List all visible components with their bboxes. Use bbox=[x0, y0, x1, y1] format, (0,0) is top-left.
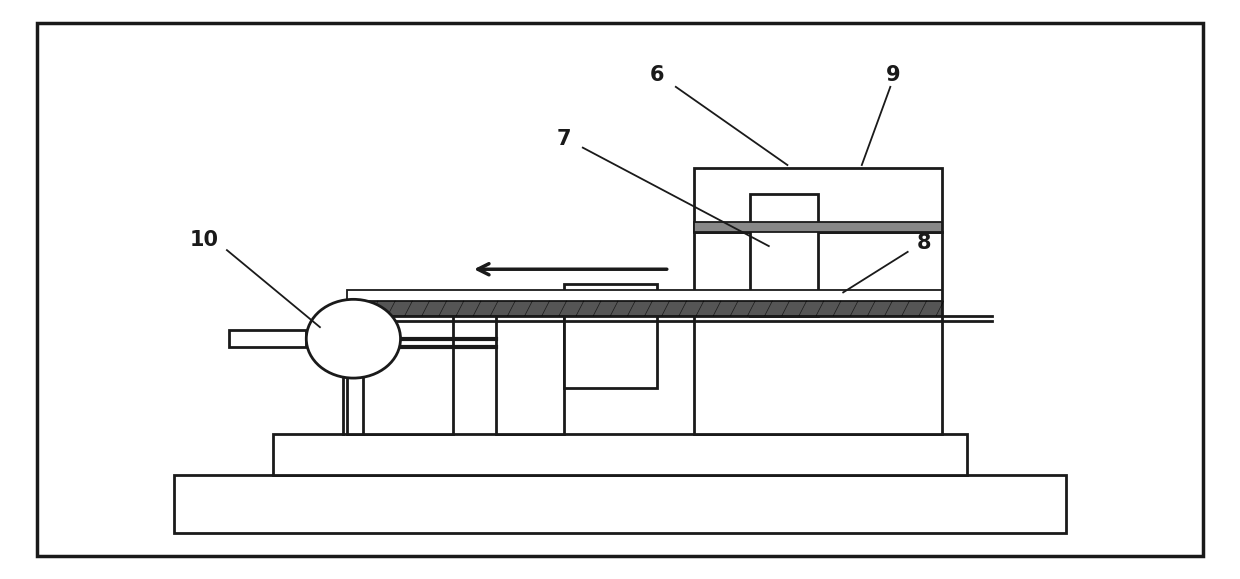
Ellipse shape bbox=[306, 299, 401, 378]
Bar bbox=[750, 194, 818, 316]
Text: 7: 7 bbox=[557, 129, 572, 149]
Bar bbox=[229, 330, 306, 347]
Bar bbox=[694, 222, 942, 232]
Text: 6: 6 bbox=[650, 65, 665, 85]
Bar bbox=[273, 434, 967, 475]
Bar bbox=[564, 284, 657, 388]
Text: 10: 10 bbox=[190, 230, 219, 250]
Bar bbox=[174, 475, 1066, 533]
Bar bbox=[496, 295, 564, 434]
Bar bbox=[347, 307, 453, 434]
Bar bbox=[347, 301, 942, 316]
Bar bbox=[694, 232, 942, 434]
Bar bbox=[694, 168, 942, 232]
Text: 9: 9 bbox=[885, 65, 900, 85]
Text: 8: 8 bbox=[916, 233, 931, 253]
Bar bbox=[347, 290, 942, 301]
